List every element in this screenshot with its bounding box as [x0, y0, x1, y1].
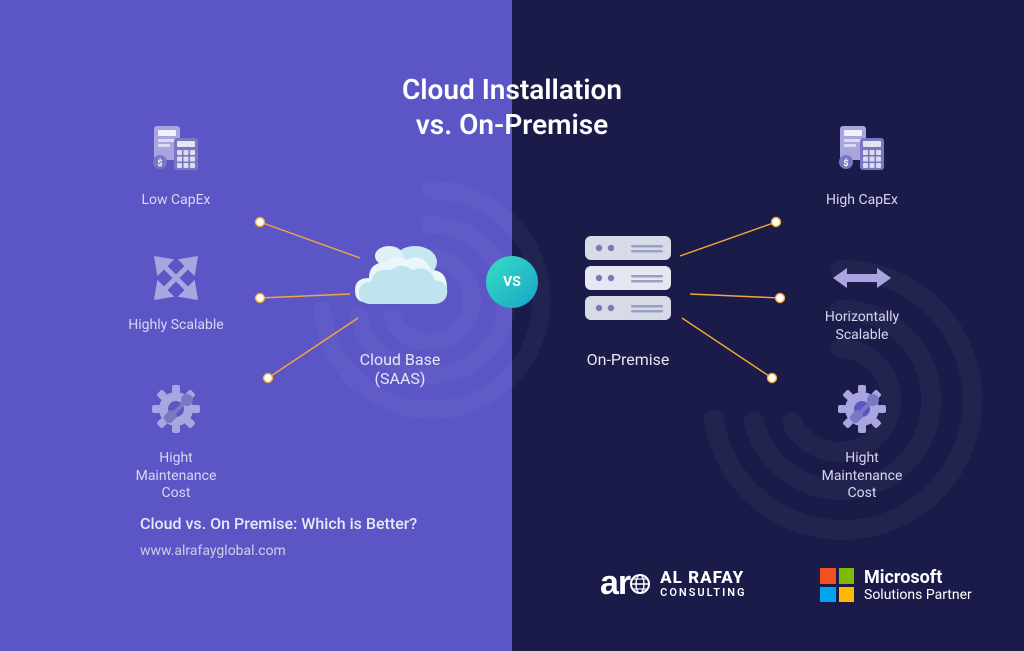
infographic-stage: Cloud Installation vs. On-Premise Cloud …: [0, 0, 1024, 651]
vs-badge-text: VS: [503, 274, 521, 290]
title-line1: Cloud Installation: [0, 72, 1024, 107]
left-feature-maint: HightMaintenanceCost: [101, 382, 251, 503]
right-feature-maint: HightMaintenanceCost: [787, 382, 937, 503]
alrafay-mark: ar: [600, 564, 650, 603]
right-feature-maint-label: HightMaintenanceCost: [787, 450, 937, 503]
right-feature-capex: $ High CapEx: [787, 122, 937, 210]
left-feature-scalable-label: Highly Scalable: [101, 317, 251, 335]
onpremise-center-label: On-Premise: [558, 350, 698, 369]
alrafay-logo: ar AL RAFAY CONSULTING: [600, 564, 747, 603]
gear-icon: [787, 382, 937, 440]
cloud-center-label: Cloud Base(SAAS): [330, 350, 470, 388]
microsoft-line1: Microsoft: [864, 568, 972, 588]
svg-text:$: $: [157, 158, 162, 169]
hscale-icon: [787, 261, 937, 299]
left-feature-maint-label: HightMaintenanceCost: [101, 450, 251, 503]
server-icon: [573, 228, 683, 332]
left-feature-scalable: Highly Scalable: [101, 253, 251, 335]
microsoft-line2: Solutions Partner: [864, 588, 972, 603]
calc-icon: $: [101, 122, 251, 182]
vs-badge: VS: [486, 256, 538, 308]
left-feature-capex: $ Low CapEx: [101, 122, 251, 210]
globe-icon: [630, 570, 650, 598]
cloud-icon: [345, 232, 455, 326]
right-feature-capex-label: High CapEx: [787, 192, 937, 210]
alrafay-line2: CONSULTING: [660, 587, 746, 598]
microsoft-squares-icon: [820, 568, 854, 602]
right-feature-scalable: HorizontallyScalable: [787, 261, 937, 344]
alrafay-line1: AL RAFAY: [660, 570, 746, 587]
microsoft-logo: Microsoft Solutions Partner: [820, 568, 972, 603]
expand-icon: [101, 253, 251, 307]
microsoft-text: Microsoft Solutions Partner: [864, 568, 972, 603]
right-feature-scalable-label: HorizontallyScalable: [787, 309, 937, 344]
footer-url: www.alrafayglobal.com: [140, 543, 286, 559]
svg-text:$: $: [843, 158, 848, 169]
gear-icon: [101, 382, 251, 440]
footer-caption: Cloud vs. On Premise: Which is Better?: [140, 514, 417, 533]
left-feature-capex-label: Low CapEx: [101, 192, 251, 210]
calc-icon: $: [787, 122, 937, 182]
alrafay-text: AL RAFAY CONSULTING: [660, 570, 746, 598]
